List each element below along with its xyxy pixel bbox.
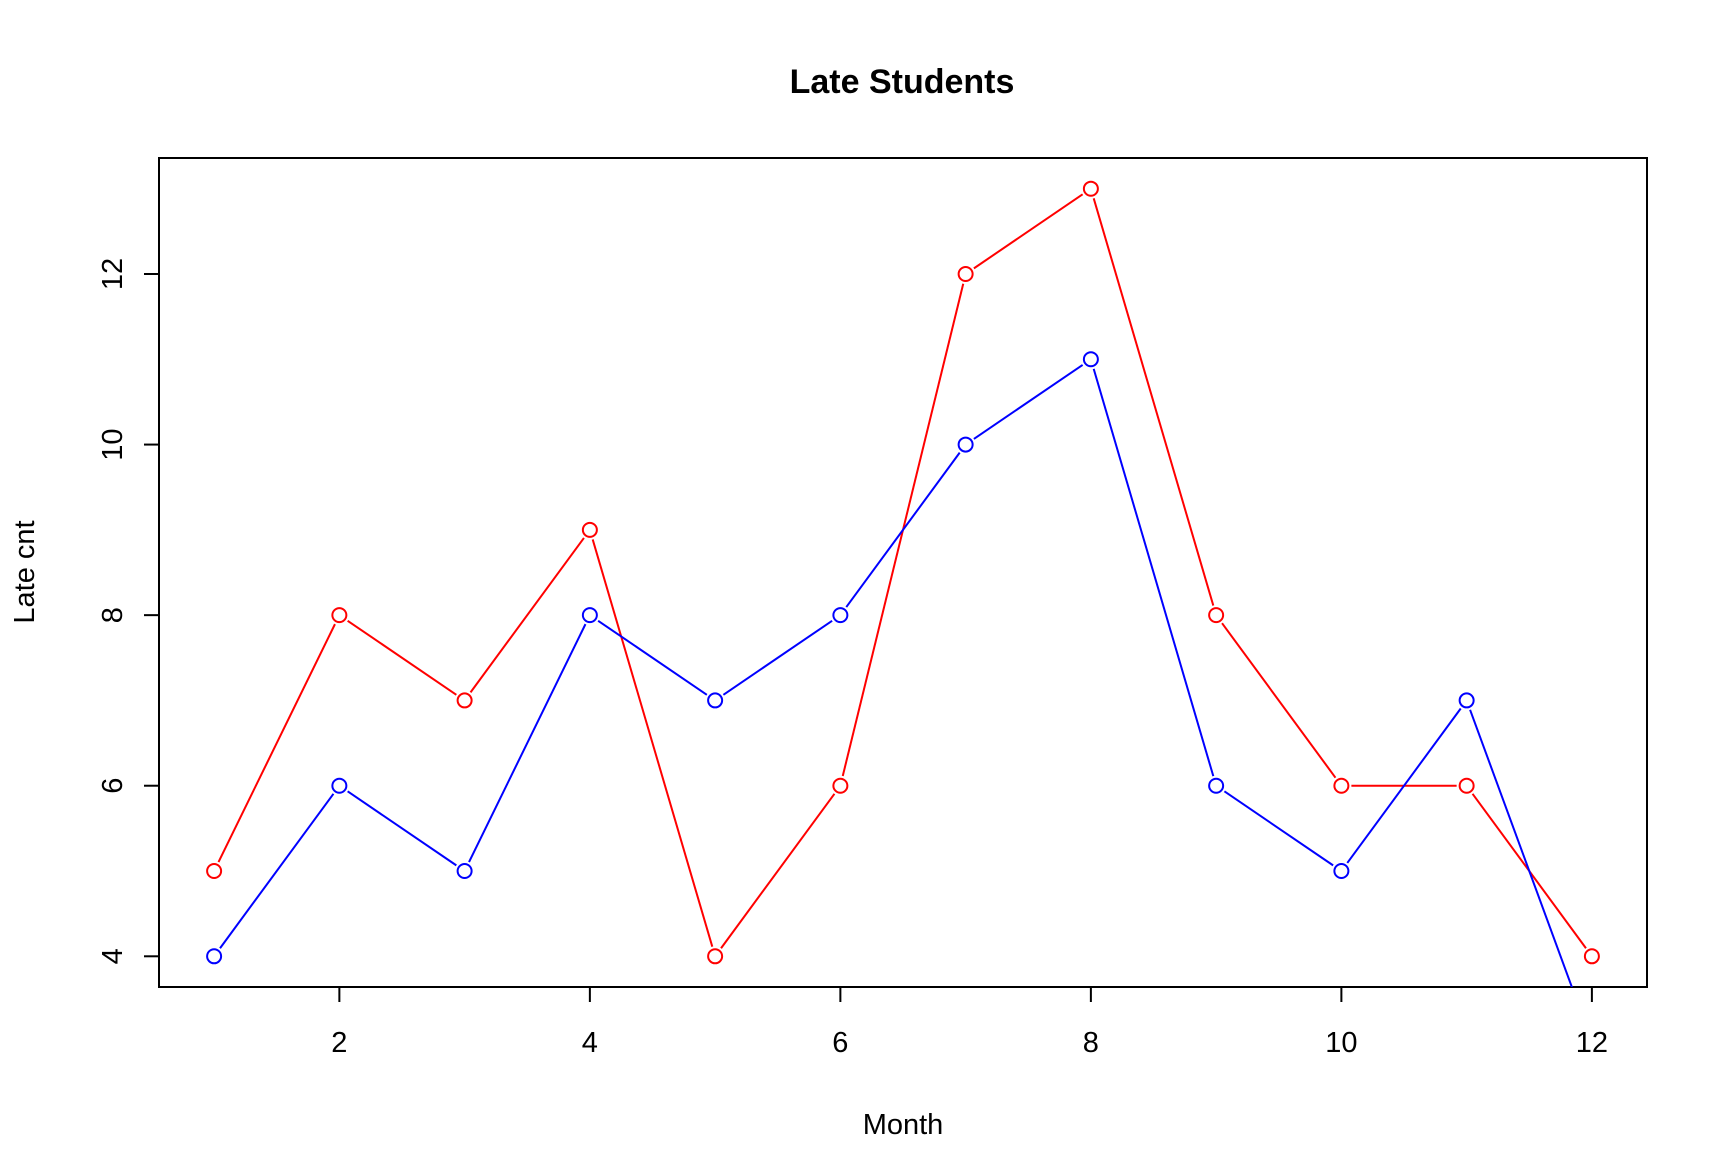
data-point bbox=[707, 948, 724, 965]
series-line-segment bbox=[347, 790, 457, 867]
x-tick-label: 2 bbox=[331, 1027, 347, 1059]
y-tick-label: 10 bbox=[97, 428, 129, 460]
series-layer bbox=[206, 180, 1600, 987]
data-point bbox=[206, 863, 223, 880]
data-point bbox=[1333, 863, 1350, 880]
series-line-segment bbox=[347, 619, 457, 696]
series-line-segment bbox=[217, 623, 336, 863]
data-point bbox=[1583, 948, 1600, 965]
data-point bbox=[1082, 180, 1099, 197]
data-point bbox=[832, 607, 849, 624]
data-point bbox=[707, 692, 724, 709]
series-line-segment bbox=[845, 452, 961, 608]
data-point bbox=[1208, 777, 1225, 794]
x-axis-label: Month bbox=[863, 1109, 944, 1141]
x-tick-label: 12 bbox=[1576, 1027, 1608, 1059]
data-point bbox=[957, 436, 974, 453]
y-tick-label: 12 bbox=[97, 258, 129, 290]
series-line-segment bbox=[720, 793, 836, 949]
series-line-segment bbox=[1092, 198, 1215, 606]
data-point bbox=[581, 607, 598, 624]
chart-title: Late Students bbox=[790, 63, 1015, 101]
series-line-segment bbox=[1223, 790, 1334, 867]
series-1 bbox=[206, 180, 1600, 965]
x-tick-label: 6 bbox=[832, 1027, 848, 1059]
series-line-segment bbox=[591, 539, 714, 947]
data-point bbox=[206, 948, 223, 965]
data-point bbox=[1208, 607, 1225, 624]
x-axis: 2 4 6 8 10 12 bbox=[331, 987, 1608, 1059]
data-point bbox=[1458, 777, 1475, 794]
series-2 bbox=[206, 351, 1573, 987]
series-line-segment bbox=[722, 619, 833, 696]
x-tick-label: 10 bbox=[1325, 1027, 1357, 1059]
series-line-segment bbox=[1346, 707, 1462, 864]
y-tick-label: 8 bbox=[97, 607, 129, 623]
plot-frame bbox=[158, 157, 1648, 988]
data-point bbox=[581, 521, 598, 538]
y-axis: 4 6 8 10 12 bbox=[97, 258, 159, 964]
data-point bbox=[456, 863, 473, 880]
y-axis-label: Late cnt bbox=[9, 520, 41, 623]
data-point bbox=[331, 607, 348, 624]
data-point bbox=[957, 265, 974, 282]
series-line-segment bbox=[597, 619, 708, 696]
data-point bbox=[456, 692, 473, 709]
series-line-segment bbox=[219, 793, 335, 949]
data-point bbox=[1333, 777, 1350, 794]
data-point bbox=[1082, 351, 1099, 368]
series-line-segment bbox=[468, 623, 587, 863]
data-point bbox=[331, 777, 348, 794]
series-line-segment bbox=[973, 364, 1084, 440]
data-point bbox=[1458, 692, 1475, 709]
series-line-segment bbox=[469, 537, 585, 693]
series-line-segment bbox=[973, 193, 1084, 270]
series-line-segment bbox=[1221, 622, 1337, 779]
data-point bbox=[832, 777, 849, 794]
x-tick-label: 4 bbox=[582, 1027, 598, 1059]
series-line-segment bbox=[1469, 709, 1573, 987]
x-tick-label: 8 bbox=[1083, 1027, 1099, 1059]
y-tick-label: 4 bbox=[97, 948, 129, 964]
y-tick-label: 6 bbox=[97, 778, 129, 794]
series-line-segment bbox=[1092, 368, 1215, 777]
